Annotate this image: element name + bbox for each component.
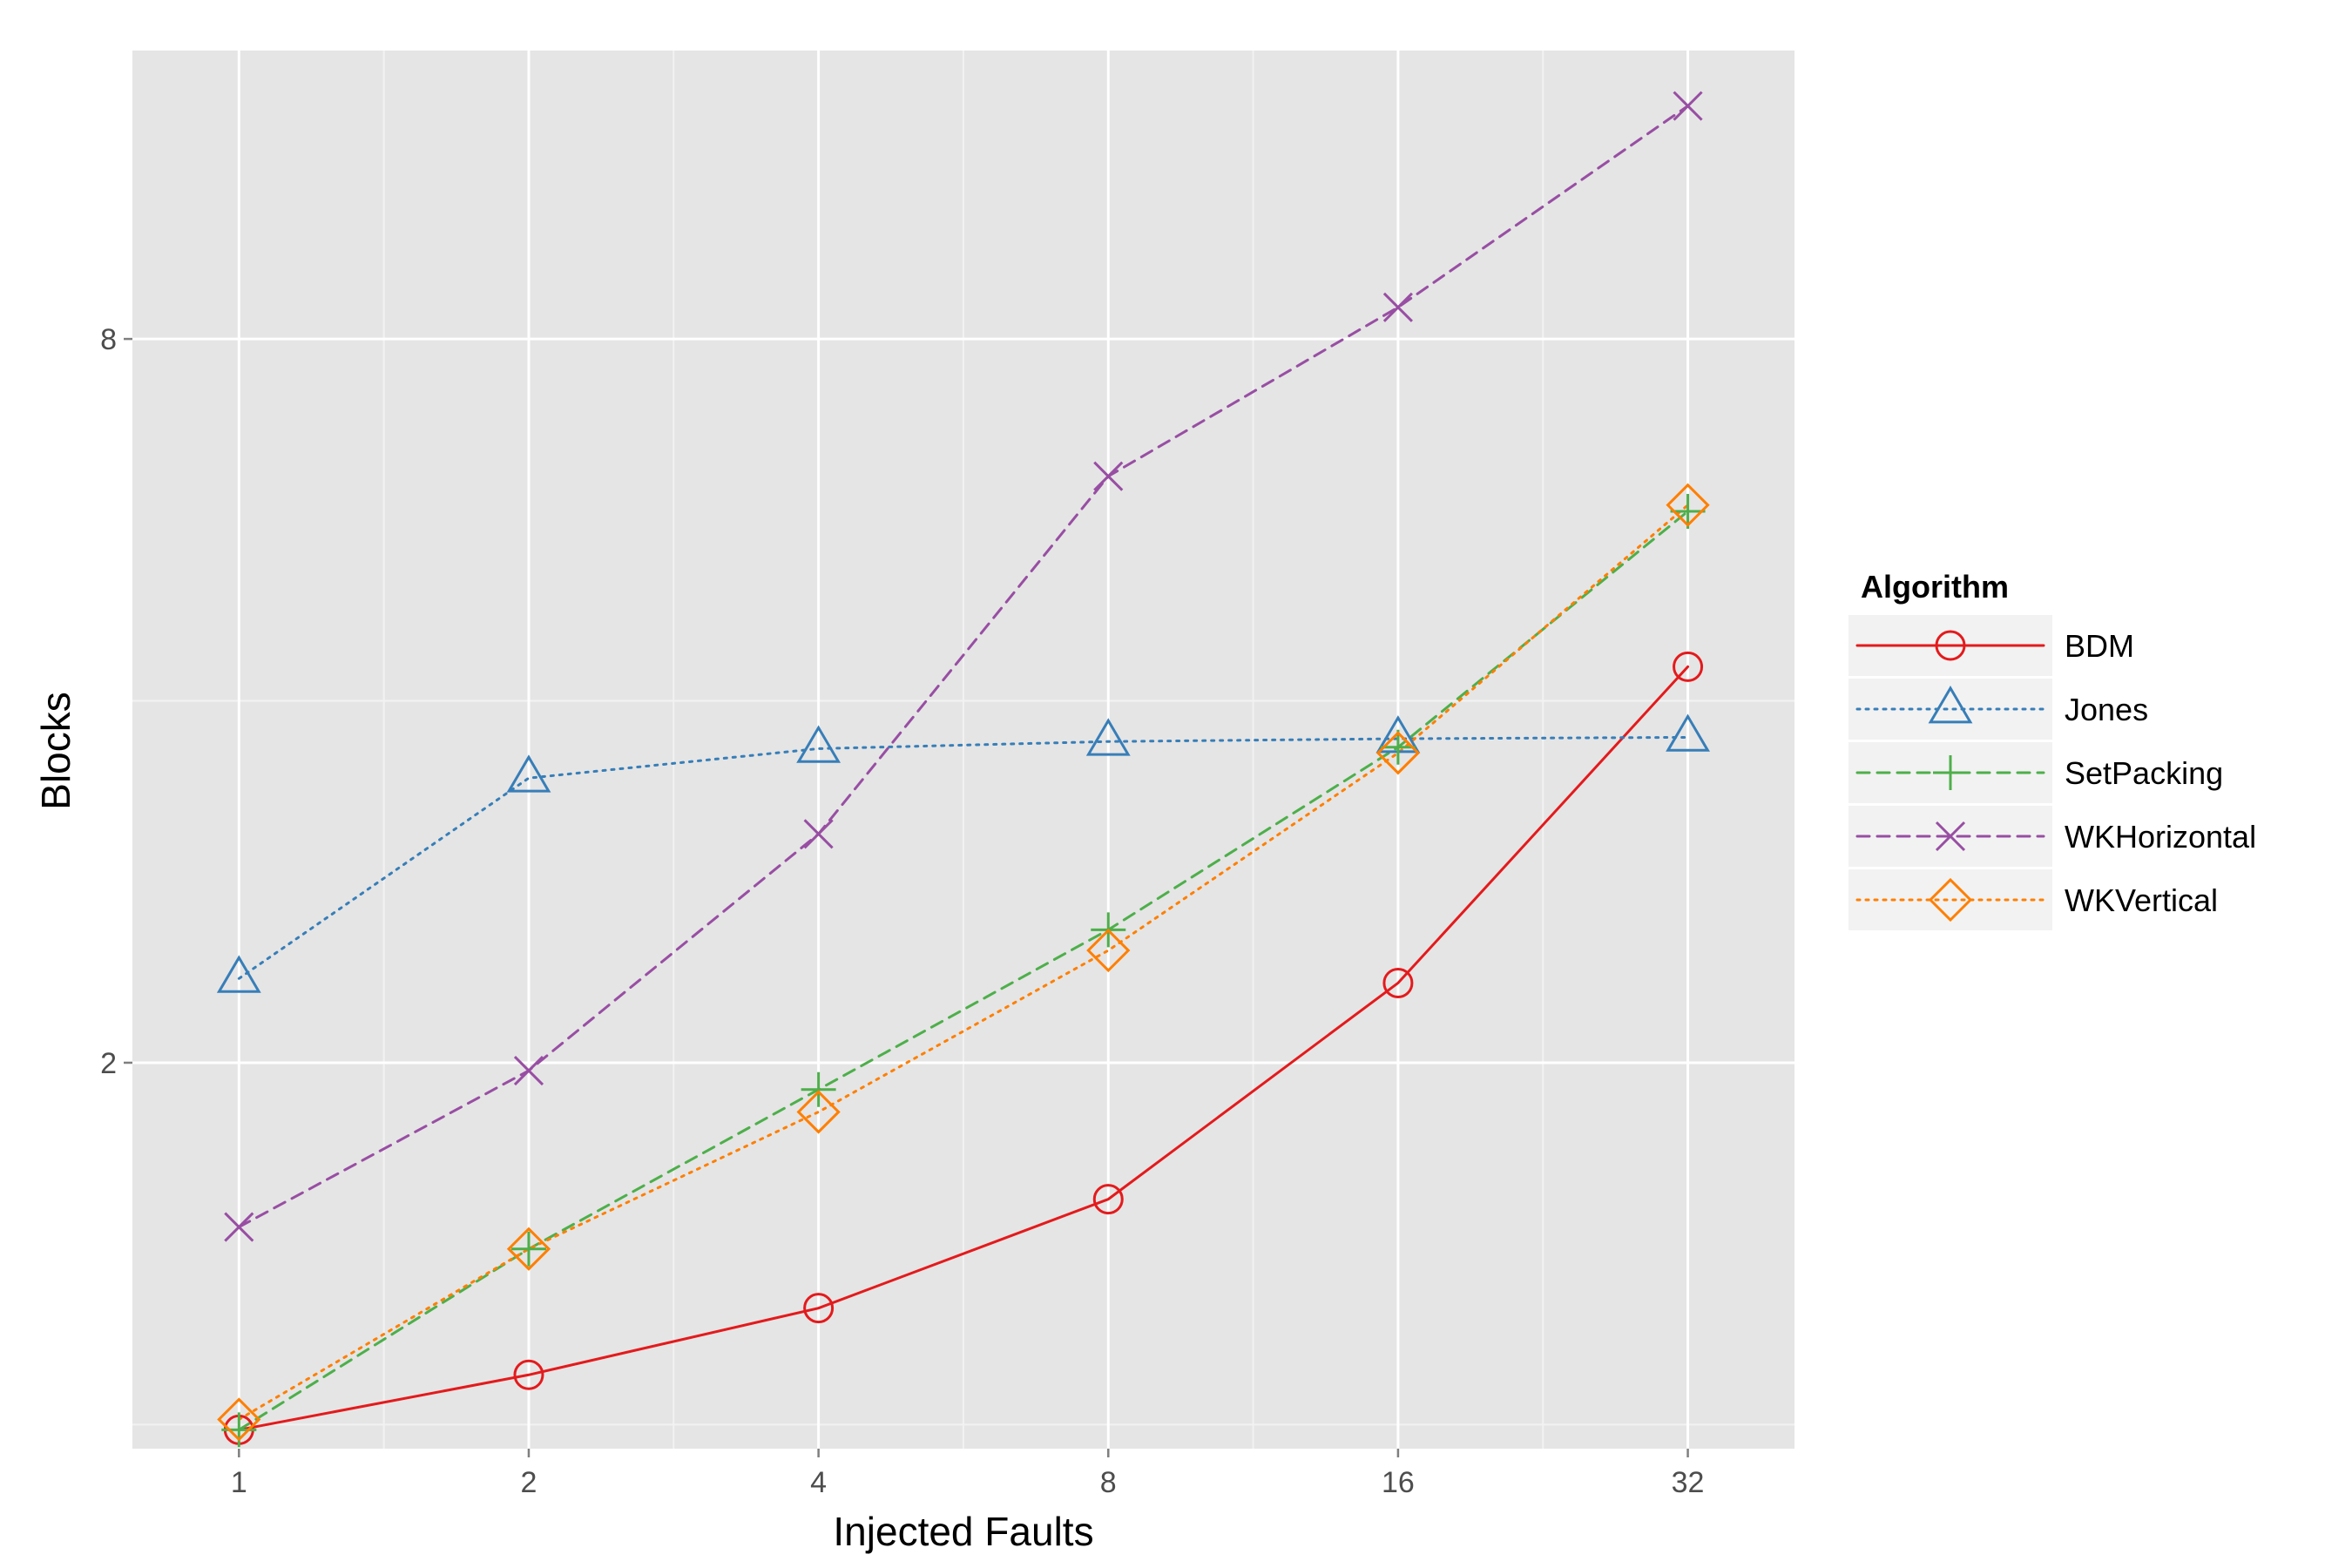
legend-label-bdm: BDM [2065, 628, 2134, 664]
data-point-wkvertical [1666, 483, 1710, 527]
data-point-wkhorizontal [803, 819, 834, 849]
data-point-wkvertical [1375, 731, 1421, 775]
legend-marker-bdm [1935, 630, 1966, 661]
data-point-jones [216, 955, 261, 993]
y-axis: 28 [100, 323, 132, 1080]
data-point-bdm [1382, 967, 1414, 998]
data-point-wkvertical [796, 1090, 841, 1134]
x-tick-label: 2 [521, 1466, 537, 1499]
data-point-wkhorizontal [1093, 461, 1124, 491]
series-line-wkhorizontal [237, 105, 1690, 1229]
data-point-jones [1085, 718, 1131, 756]
minor-gridlines [132, 51, 1794, 1449]
data-point-setpacking [801, 1071, 836, 1107]
legend-marker-wkhorizontal [1935, 821, 1966, 852]
data-point-bdm [1673, 651, 1704, 682]
data-point-setpacking [1380, 729, 1416, 765]
x-tick-label: 32 [1672, 1466, 1705, 1499]
data-point-setpacking [510, 1231, 546, 1267]
data-point-wkhorizontal [1673, 91, 1703, 121]
series-markers [216, 91, 1710, 1448]
major-gridlines [132, 51, 1794, 1449]
data-point-jones [1666, 713, 1710, 752]
series-lines [237, 105, 1690, 1431]
y-axis-label: Blocks [33, 692, 78, 809]
x-axis: 1 2 4 8 16 32 [231, 1449, 1705, 1499]
data-point-wkhorizontal [1382, 292, 1413, 322]
x-tick-label: 1 [231, 1466, 247, 1499]
legend-label-jones: Jones [2065, 692, 2148, 727]
series-line-setpacking [237, 510, 1690, 1431]
legend: Algorithm BDM Jones SetPacking WKHorizontal… [1848, 569, 2256, 930]
legend-marker-jones [1928, 686, 1973, 724]
x-axis-label: Injected Faults [833, 1509, 1093, 1554]
data-point-wkvertical [1086, 928, 1131, 973]
data-point-wkvertical [217, 1397, 261, 1442]
series-line-wkvertical [237, 504, 1690, 1421]
legend-label-wkhorizontal: WKHorizontal [2065, 819, 2256, 855]
data-point-wkhorizontal [513, 1055, 544, 1086]
data-point-setpacking [221, 1412, 257, 1448]
x-tick-label: 16 [1382, 1466, 1415, 1499]
y-tick-label: 8 [100, 323, 117, 356]
legend-marker-setpacking [1933, 755, 1968, 790]
data-point-jones [506, 754, 551, 793]
data-point-bdm [513, 1359, 544, 1390]
legend-marker-wkvertical [1928, 877, 1973, 923]
data-point-jones [796, 725, 841, 763]
legend-label-setpacking: SetPacking [2065, 755, 2223, 791]
data-point-wkhorizontal [224, 1212, 254, 1242]
x-tick-label: 4 [810, 1466, 827, 1499]
data-point-wkvertical [506, 1227, 551, 1271]
legend-title: Algorithm [1861, 569, 2009, 605]
series-line-bdm [237, 665, 1690, 1431]
data-point-bdm [1092, 1184, 1124, 1215]
data-point-bdm [803, 1293, 835, 1324]
y-tick-label: 2 [100, 1047, 117, 1080]
legend-label-wkvertical: WKVertical [2065, 882, 2218, 918]
x-tick-label: 8 [1100, 1466, 1117, 1499]
series-line-jones [237, 735, 1690, 980]
data-point-setpacking [1670, 494, 1706, 530]
